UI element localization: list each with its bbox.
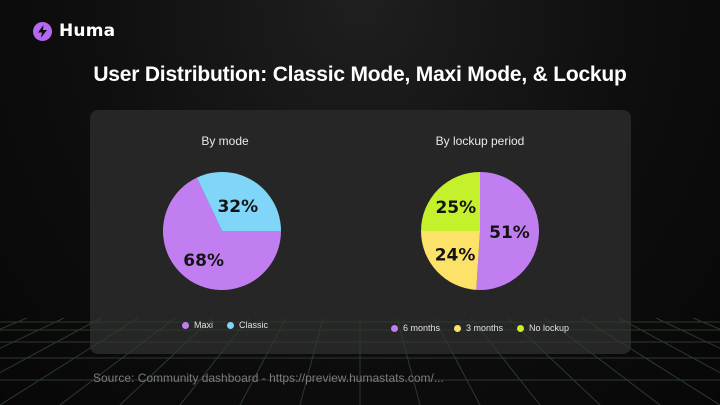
pie-data-label: 32%	[217, 197, 258, 217]
chart-by-mode: By mode 68% 32% Maxi Classic	[90, 110, 360, 354]
pie-slice-maxi	[163, 177, 281, 290]
legend-label: 3 months	[465, 323, 504, 333]
legend-label: Classic	[239, 320, 269, 330]
pie-slice-no-lockup	[421, 172, 480, 231]
legend-item: 6 months	[390, 323, 440, 333]
legend-by-mode: Maxi Classic	[90, 320, 360, 330]
chart-by-lockup-period: By lockup period 51% 24% 25% 6 months 3 mon…	[345, 110, 615, 354]
legend-swatch	[227, 321, 234, 329]
pie-data-label: 24%	[435, 245, 476, 265]
chart-title: By lockup period	[435, 134, 525, 148]
brand-name: Huma	[59, 21, 116, 41]
pie-data-label: 68%	[183, 251, 224, 271]
pie-data-label: 51%	[489, 223, 530, 243]
source-note: Source: Community dashboard - https://pr…	[93, 371, 444, 385]
page-title: User Distribution: Classic Mode, Maxi Mo…	[93, 63, 627, 86]
legend-item: Classic	[227, 320, 268, 330]
legend-swatch	[390, 324, 398, 332]
legend-label: No lockup	[529, 323, 570, 333]
legend-item: 3 months	[453, 323, 504, 333]
legend-item: No lockup	[517, 323, 569, 333]
pie-by-lockup-period: 51% 24% 25%	[421, 172, 539, 290]
lightning-icon	[33, 21, 52, 41]
pie-slice-6-months	[476, 172, 539, 290]
legend-item: Maxi	[181, 320, 213, 330]
legend-swatch	[517, 324, 525, 332]
pie-data-label: 25%	[435, 198, 476, 218]
grid-floor	[0, 318, 720, 405]
legend-label: 6 months	[402, 323, 440, 333]
pie-slice-classic	[196, 171, 281, 231]
legend-swatch	[453, 324, 461, 332]
brand-logo: Huma	[33, 21, 115, 41]
chart-title: By mode	[201, 134, 249, 148]
legend-by-lockup-period: 6 months 3 months No lockup	[345, 323, 615, 333]
pie-by-mode: 68% 32%	[163, 171, 281, 290]
legend-label: Maxi	[193, 320, 213, 330]
legend-swatch	[181, 321, 189, 329]
pie-slice-3-months	[421, 231, 480, 290]
